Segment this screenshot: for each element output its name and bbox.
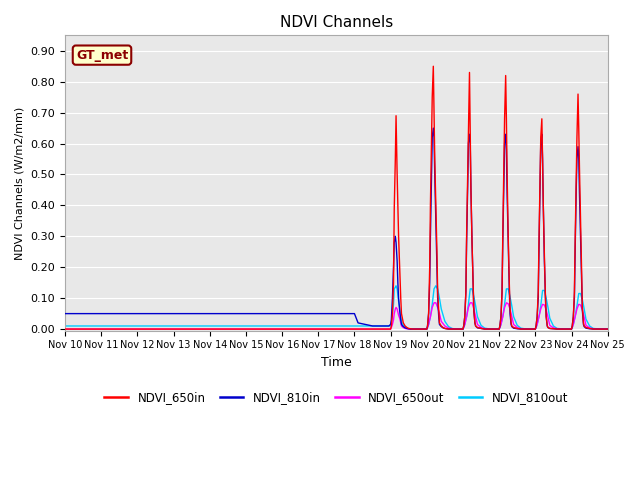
NDVI_810in [242, 311, 250, 316]
NDVI_810out [604, 326, 612, 332]
NDVI_650out [430, 300, 438, 306]
X-axis label: Time: Time [321, 356, 352, 369]
NDVI_650out [604, 326, 612, 332]
Line: NDVI_810in: NDVI_810in [65, 128, 608, 329]
NDVI_650in [553, 326, 561, 332]
NDVI_650out [513, 324, 521, 330]
NDVI_810in [369, 323, 376, 329]
Title: NDVI Channels: NDVI Channels [280, 15, 393, 30]
NDVI_810out [61, 323, 69, 329]
NDVI_650in [61, 326, 69, 332]
NDVI_810out [542, 295, 550, 301]
NDVI_810out [423, 326, 431, 332]
NDVI_650out [416, 326, 424, 332]
NDVI_650in [429, 63, 437, 69]
NDVI_810in [586, 326, 593, 332]
NDVI_810out [392, 283, 400, 288]
NDVI_650out [390, 311, 398, 316]
NDVI_810in [429, 125, 437, 131]
Legend: NDVI_650in, NDVI_810in, NDVI_650out, NDVI_810out: NDVI_650in, NDVI_810in, NDVI_650out, NDV… [100, 387, 573, 409]
NDVI_650in [472, 323, 479, 329]
NDVI_810in [528, 326, 536, 332]
NDVI_810out [539, 288, 547, 293]
NDVI_650out [541, 302, 548, 308]
NDVI_810out [296, 323, 304, 329]
NDVI_810out [406, 326, 414, 332]
NDVI_650in [492, 326, 499, 332]
NDVI_650in [604, 326, 612, 332]
NDVI_650out [61, 326, 69, 332]
NDVI_650out [537, 306, 545, 312]
Text: GT_met: GT_met [76, 48, 128, 61]
Line: NDVI_810out: NDVI_810out [65, 286, 608, 329]
Line: NDVI_650out: NDVI_650out [65, 303, 608, 329]
Y-axis label: NDVI Channels (W/m2/mm): NDVI Channels (W/m2/mm) [15, 107, 25, 260]
NDVI_810out [517, 325, 525, 331]
NDVI_810in [557, 326, 564, 332]
NDVI_810in [406, 326, 414, 332]
NDVI_810in [460, 323, 468, 329]
NDVI_650out [296, 326, 304, 332]
NDVI_810in [604, 326, 612, 332]
NDVI_810out [390, 286, 398, 292]
NDVI_650in [443, 326, 451, 332]
Line: NDVI_650in: NDVI_650in [65, 66, 608, 329]
NDVI_650in [430, 110, 438, 116]
NDVI_810in [61, 311, 69, 316]
NDVI_650in [520, 326, 528, 332]
